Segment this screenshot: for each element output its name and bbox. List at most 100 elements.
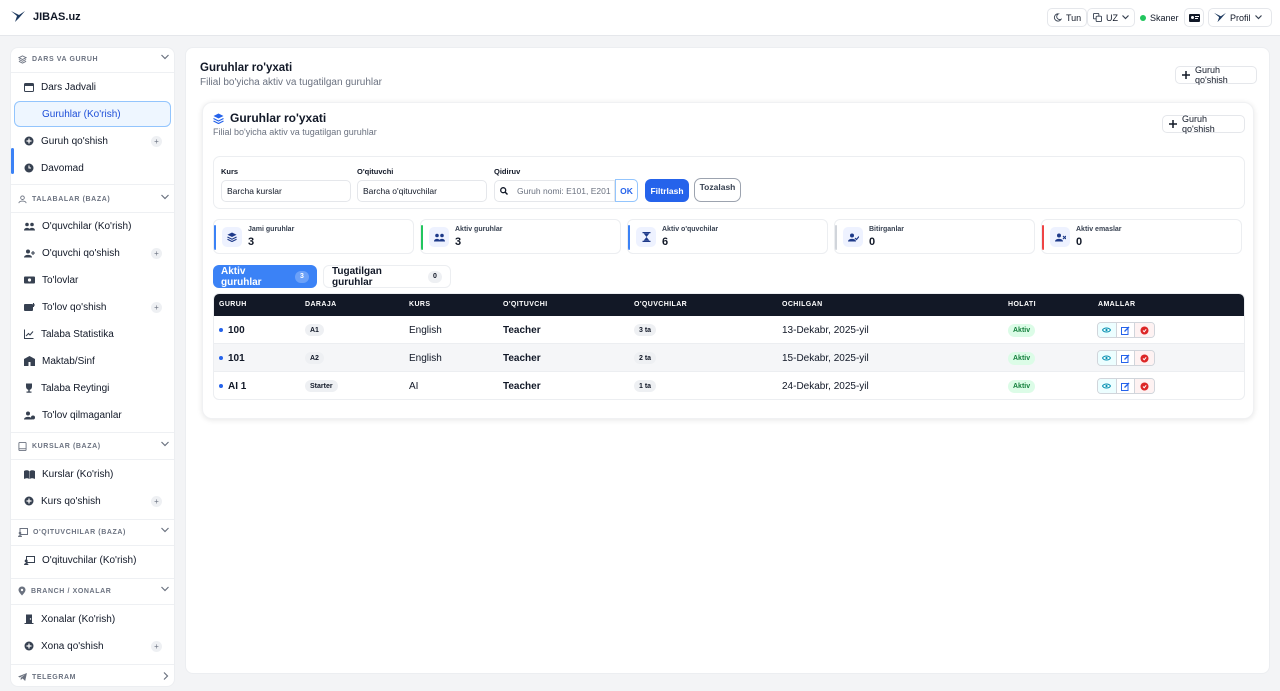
users-icon — [429, 227, 449, 247]
column-header[interactable]: O'QUVCHILAR — [634, 301, 688, 308]
chevron-down-icon — [1254, 15, 1262, 20]
sidebar-item-label: Guruhlar (Ko'rish) — [42, 108, 121, 120]
table-row[interactable]: 100 A1 English Teacher 3 ta 13-Dekabr, 2… — [214, 316, 1244, 344]
view-button[interactable] — [1098, 323, 1117, 337]
sidebar-section-dars-va-guruh[interactable]: DARS VA GURUH — [11, 49, 174, 69]
sidebar-item-dars-jadvali[interactable]: Dars Jadvali — [14, 74, 171, 100]
sidebar-item-xona-qoshish[interactable]: Xona qo'shish + — [14, 633, 171, 659]
expand-plus-icon[interactable]: + — [151, 136, 162, 147]
search-icon — [500, 187, 508, 195]
table-row[interactable]: 101 A2 English Teacher 2 ta 15-Dekabr, 2… — [214, 344, 1244, 372]
sidebar-item-oqituvchilar[interactable]: O'qituvchilar (Ko'rish) — [14, 547, 171, 573]
divider — [11, 432, 174, 433]
table-row[interactable]: AI 1 Starter AI Teacher 1 ta 24-Dekabr, … — [214, 372, 1244, 399]
clear-button[interactable]: Tozalash — [694, 178, 741, 202]
profile-menu[interactable]: Profil — [1208, 8, 1272, 27]
edit-button[interactable] — [1117, 379, 1136, 393]
sidebar-item-talaba-reytingi[interactable]: Talaba Reytingi — [14, 375, 171, 401]
plus-circle-icon — [24, 136, 34, 146]
column-header[interactable]: O'QITUVCHI — [503, 301, 548, 308]
sidebar-item-tolov-qoshish[interactable]: To'lov qo'shish + — [14, 294, 171, 320]
column-header[interactable]: AMALLAR — [1098, 301, 1136, 308]
sidebar-item-xonalar[interactable]: Xonalar (Ko'rish) — [14, 606, 171, 632]
app-logo[interactable]: JIBAS.uz — [11, 10, 81, 23]
delete-button[interactable] — [1135, 323, 1154, 337]
stat-accent — [1042, 225, 1044, 250]
edit-icon — [1121, 326, 1130, 335]
sidebar-item-davomad[interactable]: Davomad — [14, 155, 171, 181]
main-content: Guruhlar ro'yxati Filial bo'yicha aktiv … — [185, 47, 1270, 674]
app-name: JIBAS.uz — [33, 10, 81, 23]
divider — [11, 545, 174, 546]
sidebar-item-kurs-qoshish[interactable]: Kurs qo'shish + — [14, 488, 171, 514]
teacher-name: Teacher — [503, 325, 541, 336]
column-header[interactable]: HOLATI — [1008, 301, 1036, 308]
tab-finished-groups[interactable]: Tugatilgan guruhlar 0 — [323, 265, 451, 288]
sidebar-section-oqituvchilar[interactable]: O'QITUVCHILAR (BAZA) — [11, 522, 174, 542]
expand-plus-icon[interactable]: + — [151, 302, 162, 313]
column-header[interactable]: OCHILGAN — [782, 301, 823, 308]
stat-label: Bitirganlar — [869, 226, 905, 233]
edit-button[interactable] — [1117, 351, 1136, 365]
sidebar-item-oquvchi-qoshish[interactable]: O'quvchi qo'shish + — [14, 240, 171, 266]
id-card-button[interactable] — [1184, 8, 1204, 27]
expand-plus-icon[interactable]: + — [151, 496, 162, 507]
search-ok-button[interactable]: OK — [615, 179, 638, 202]
profile-label: Profil — [1230, 12, 1251, 23]
view-button[interactable] — [1098, 379, 1117, 393]
sidebar-section-talabalar[interactable]: TALABALAR (BAZA) — [11, 189, 174, 209]
top-bar: JIBAS.uz Tun UZ Skaner Profil — [0, 0, 1280, 36]
edit-button[interactable] — [1117, 323, 1136, 337]
sidebar-section-kurslar[interactable]: KURSLAR (BAZA) — [11, 436, 174, 456]
teacher-select[interactable]: Barcha o'qituvchilar — [357, 180, 487, 202]
stat-accent — [835, 225, 837, 250]
column-header[interactable]: DARAJA — [305, 301, 337, 308]
language-select[interactable]: UZ — [1087, 8, 1135, 27]
active-indicator — [11, 148, 14, 174]
stat-accent — [628, 225, 630, 250]
scanner-status[interactable]: Skaner — [1135, 8, 1184, 27]
eye-icon — [1102, 327, 1112, 333]
teacher-name: Teacher — [503, 353, 541, 364]
stat-value: 3 — [455, 236, 462, 248]
column-header[interactable]: GURUH — [219, 301, 247, 308]
tab-count-badge: 3 — [295, 270, 309, 283]
sidebar-section-branch[interactable]: BRANCH / XONALAR — [11, 581, 174, 601]
sidebar-item-tolovlar[interactable]: To'lovlar — [14, 267, 171, 293]
row-dot — [219, 356, 223, 360]
card-add-group-button[interactable]: Guruh qo'shish — [1162, 114, 1245, 134]
hourglass-icon — [636, 227, 656, 247]
column-header[interactable]: KURS — [409, 301, 431, 308]
plus-circle-icon — [24, 496, 34, 506]
course-select[interactable]: Barcha kurslar — [221, 180, 351, 202]
sidebar-item-guruhlar[interactable]: Guruhlar (Ko'rish) — [14, 101, 171, 127]
add-group-button[interactable]: Guruh qo'shish — [1175, 65, 1257, 85]
expand-plus-icon[interactable]: + — [151, 641, 162, 652]
calendar-icon — [24, 82, 34, 92]
x-circle-icon — [1140, 382, 1149, 391]
view-button[interactable] — [1098, 351, 1117, 365]
school-icon — [24, 356, 35, 366]
section-title: DARS VA GURUH — [32, 55, 99, 63]
delete-button[interactable] — [1135, 379, 1154, 393]
night-mode-toggle[interactable]: Tun — [1047, 8, 1088, 27]
plus-icon — [1169, 120, 1177, 128]
search-input[interactable]: Guruh nomi: E101, E201 — [494, 180, 615, 202]
section-title: TALABALAR (BAZA) — [32, 195, 111, 203]
sidebar-section-telegram[interactable]: TELEGRAM — [11, 667, 174, 686]
stat-label: Aktiv o'quvchilar — [662, 226, 719, 233]
sidebar-item-kurslar[interactable]: Kurslar (Ko'rish) — [14, 461, 171, 487]
filter-button[interactable]: Filtrlash — [645, 179, 689, 202]
stat-label: Aktiv emaslar — [1076, 226, 1122, 233]
sidebar-item-tolov-qilmaganlar[interactable]: To'lov qilmaganlar — [14, 402, 171, 428]
tab-active-groups[interactable]: Aktiv guruhlar 3 — [213, 265, 317, 288]
sidebar-item-guruh-qoshish[interactable]: Guruh qo'shish + — [14, 128, 171, 154]
sidebar-item-maktab-sinf[interactable]: Maktab/Sinf — [14, 348, 171, 374]
divider — [11, 72, 174, 73]
sidebar-item-talaba-statistika[interactable]: Talaba Statistika — [14, 321, 171, 347]
delete-button[interactable] — [1135, 351, 1154, 365]
eye-icon — [1102, 383, 1112, 389]
sidebar-item-oquvchilar[interactable]: O'quvchilar (Ko'rish) — [14, 213, 171, 239]
page-subtitle: Filial bo'yicha aktiv va tugatilgan guru… — [200, 77, 383, 88]
expand-plus-icon[interactable]: + — [151, 248, 162, 259]
